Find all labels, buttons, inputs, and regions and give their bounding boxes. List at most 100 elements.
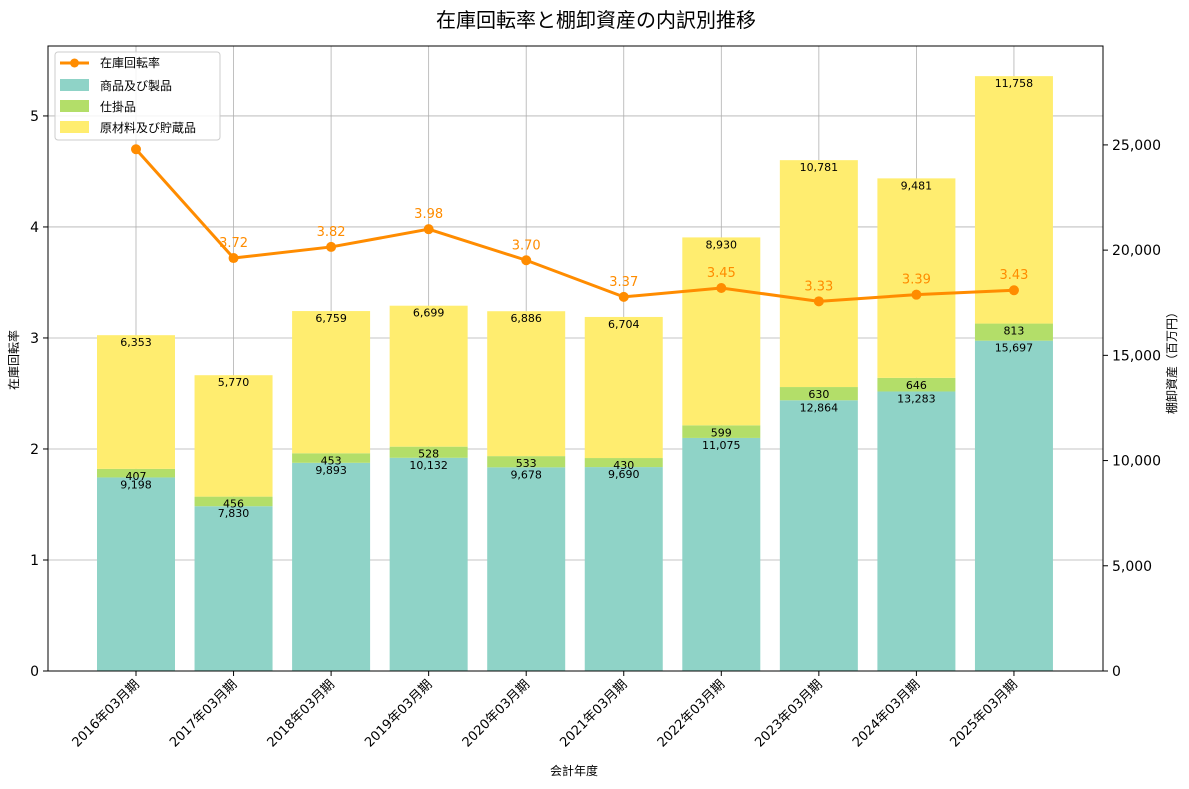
bar-value-label: 7,830 — [218, 507, 250, 520]
turnover-value-label: 3.98 — [414, 207, 443, 222]
plot-frame — [47, 45, 1104, 672]
bar-segment — [194, 496, 273, 507]
x-tick-label: 2016年03月期 — [70, 677, 143, 750]
x-tick-label: 2017年03月期 — [167, 677, 240, 750]
x-tick-label: 2018年03月期 — [265, 677, 338, 750]
turnover-value-label: 3.43 — [999, 268, 1028, 283]
turnover-point — [521, 255, 532, 266]
bar-segment — [292, 462, 371, 671]
bar-segment — [487, 456, 566, 468]
legend-entry-label: 原材料及び貯蔵品 — [100, 121, 196, 135]
y-left-tick-label: 1 — [30, 553, 39, 569]
x-tick-label: 2025年03月期 — [947, 677, 1020, 750]
bar-value-label: 5,770 — [218, 376, 250, 389]
x-tick-label: 2020年03月期 — [460, 677, 533, 750]
bar-segment — [974, 76, 1053, 324]
y-right-tick-label: 15,000 — [1112, 348, 1161, 364]
y-left-tick-label: 0 — [30, 664, 39, 680]
bars — [97, 76, 1053, 671]
y-axis-right-label: 棚卸資産（百万円） — [1164, 306, 1179, 414]
bar-value-label: 9,198 — [120, 478, 152, 491]
bar-value-label: 528 — [418, 448, 439, 461]
bar-value-label: 453 — [321, 454, 342, 467]
y-right-tick-label: 0 — [1112, 664, 1121, 680]
bar-value-label: 813 — [1003, 325, 1024, 338]
bar-segment — [584, 316, 663, 459]
bar-value-label: 456 — [223, 498, 244, 511]
bar-segment — [487, 467, 566, 671]
x-tick-label: 2022年03月期 — [655, 677, 728, 750]
legend-entry-label: 商品及び製品 — [100, 78, 172, 93]
bar-segment — [779, 160, 858, 388]
bar-value-label: 15,697 — [995, 342, 1034, 355]
turnover-value-label: 3.39 — [902, 273, 931, 288]
bar-segment — [779, 387, 858, 401]
turnover-point — [423, 224, 434, 235]
bar-value-label: 599 — [711, 426, 732, 439]
turnover-value-label: 3.45 — [707, 266, 736, 281]
turnover-point — [813, 296, 824, 307]
legend-line-marker — [70, 58, 79, 68]
bar-value-label: 11,075 — [702, 439, 741, 452]
bar-value-label: 430 — [613, 459, 634, 472]
bar-segment — [682, 237, 761, 426]
bar-segment — [682, 425, 761, 438]
bar-segment — [877, 391, 956, 671]
bar-segment — [779, 400, 858, 671]
x-tick-label: 2021年03月期 — [557, 677, 630, 750]
turnover-line: 3.72 3.82 3.98 3.70 3.37 3.45 3.33 3.39 3.43 — [131, 144, 1028, 307]
bar-value-label: 630 — [808, 388, 829, 401]
y-axis-left-label: 在庫回転率 — [6, 330, 21, 390]
bar-segment — [584, 458, 663, 468]
turnover-point — [1008, 285, 1019, 296]
y-right-tick-label: 10,000 — [1112, 454, 1161, 470]
bar-value-label: 9,481 — [901, 179, 933, 192]
bar-value-label: 8,930 — [706, 238, 738, 251]
bar-segment — [194, 506, 273, 671]
bar-value-label: 6,699 — [413, 307, 445, 320]
turnover-value-label: 3.33 — [804, 279, 833, 294]
chart-title: 在庫回転率と棚卸資産の内訳別推移 — [436, 8, 756, 32]
bar-segment — [292, 311, 371, 454]
turnover-line-path — [134, 148, 1015, 303]
bar-segment — [682, 437, 761, 671]
bar-value-label: 646 — [906, 379, 927, 392]
bar-segment — [877, 178, 956, 378]
bar-value-label: 10,781 — [800, 161, 839, 174]
bar-value-label: 6,886 — [510, 312, 542, 325]
bar-value-label: 13,283 — [897, 392, 936, 405]
bar-value-label: 9,690 — [608, 468, 640, 481]
turnover-value-label: 3.70 — [512, 238, 541, 253]
turnover-point — [911, 289, 922, 300]
bar-segment — [389, 446, 468, 458]
turnover-point — [228, 253, 239, 264]
bar-value-label: 6,704 — [608, 318, 640, 331]
bar-segment — [97, 335, 175, 469]
y-right-tick-label: 25,000 — [1112, 138, 1161, 154]
turnover-value-label: 3.82 — [317, 225, 346, 240]
bar-value-label: 12,864 — [800, 401, 839, 414]
bar-segment — [584, 467, 663, 671]
bar-value-label: 407 — [126, 470, 147, 483]
turnover-value-label: 3.37 — [609, 275, 638, 290]
legend-swatch — [60, 100, 89, 112]
y-left-tick-label: 5 — [30, 109, 39, 125]
turnover-point — [618, 291, 629, 302]
x-tick-label: 2019年03月期 — [362, 677, 435, 750]
turnover-value-label: 3.72 — [219, 236, 248, 251]
bar-segment — [194, 375, 273, 497]
turnover-point — [326, 241, 337, 252]
y-right-tick-label: 20,000 — [1112, 243, 1161, 259]
bar-segment — [389, 305, 468, 447]
x-tick-label: 2024年03月期 — [850, 677, 923, 750]
bar-value-label: 9,678 — [510, 468, 542, 481]
legend-entry-label: 在庫回転率 — [100, 55, 160, 70]
bar-segment — [974, 323, 1053, 341]
bar-segment — [877, 377, 956, 392]
legend-swatch — [60, 79, 89, 91]
bar-value-label: 533 — [516, 457, 537, 470]
bar-segment — [97, 468, 175, 478]
